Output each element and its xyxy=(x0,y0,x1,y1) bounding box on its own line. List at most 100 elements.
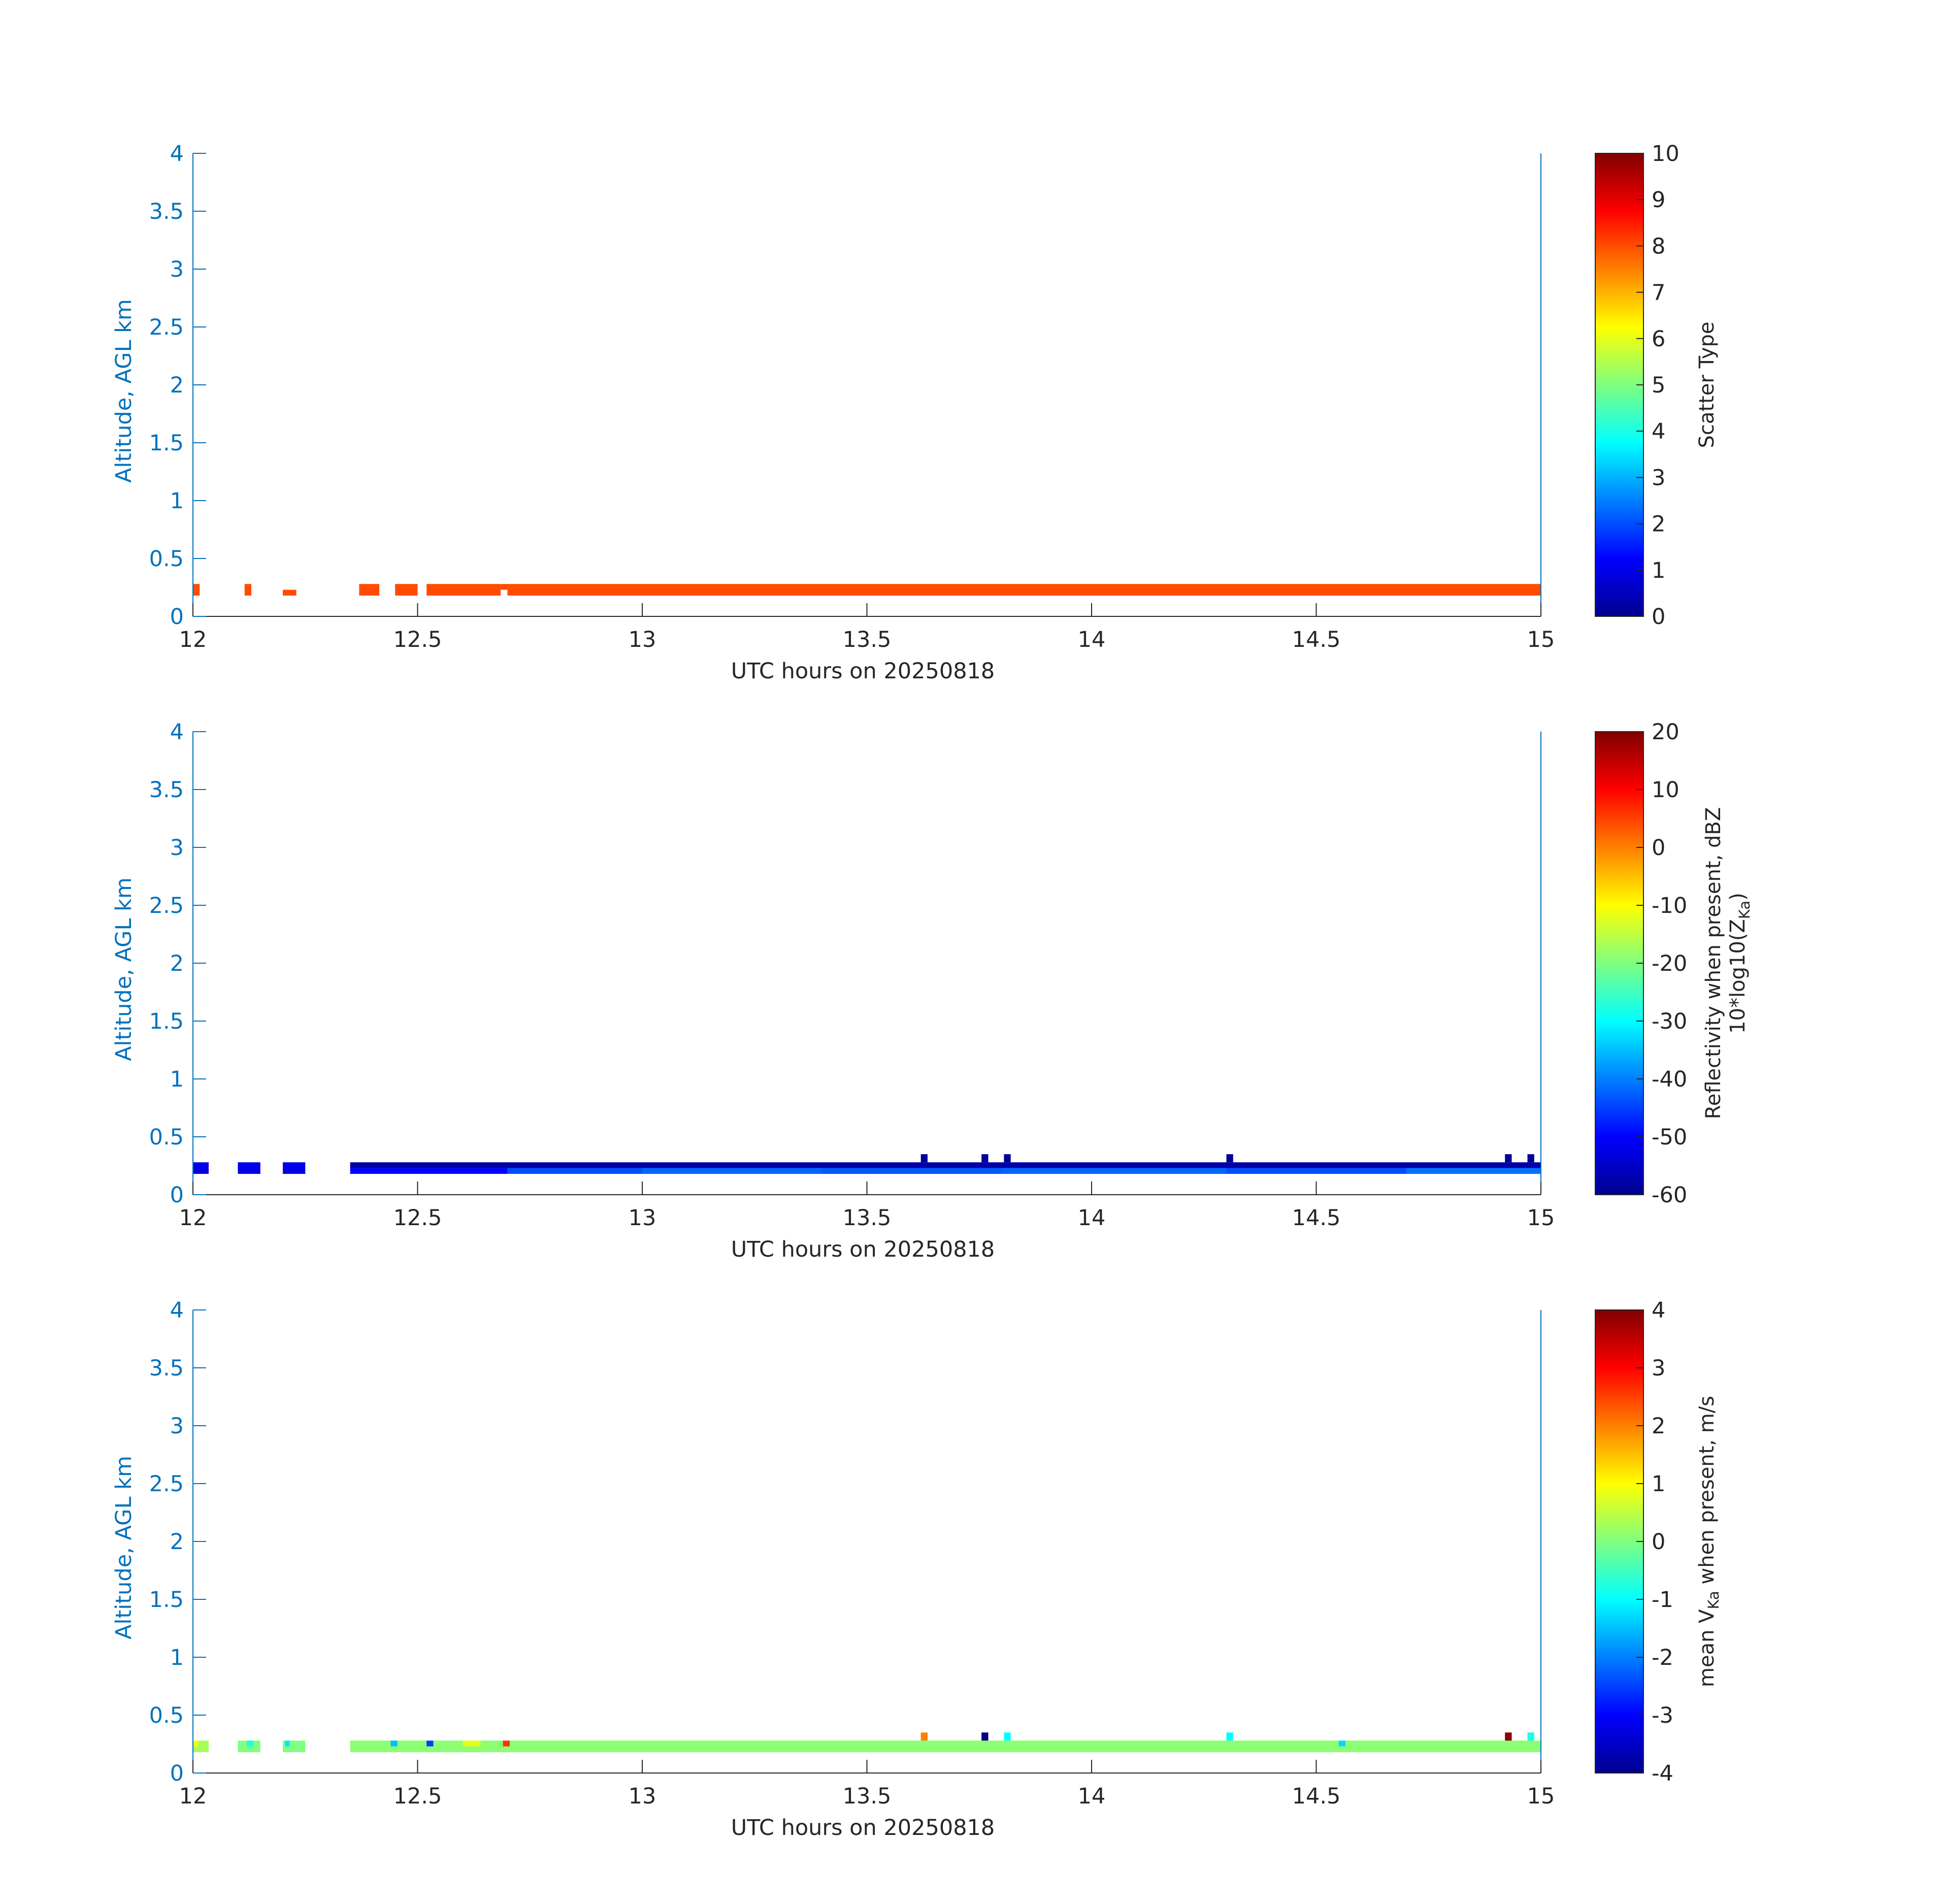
x-tick-label: 14.5 xyxy=(1292,1784,1341,1809)
colorbar-tick-label: 0 xyxy=(1652,604,1665,630)
y-tick-label: 2.5 xyxy=(149,1471,184,1497)
colorbar-tick-label: 4 xyxy=(1652,419,1665,444)
y-tick-label: 2.5 xyxy=(149,315,184,340)
heatmap-cell xyxy=(1226,1168,1406,1174)
y-tick-label: 0.5 xyxy=(149,1125,184,1150)
heatmap-cell xyxy=(1004,1732,1011,1741)
heatmap-cell xyxy=(193,1162,209,1174)
heatmap-cell xyxy=(1505,1732,1512,1741)
y-tick-label: 2 xyxy=(170,373,184,398)
colorbar-label-line2-sub: Ka xyxy=(1736,901,1753,919)
heatmap-cell xyxy=(350,1162,1541,1168)
colorbar-tick-label: -20 xyxy=(1652,951,1687,976)
heatmap-cell xyxy=(1527,1154,1534,1163)
x-tick-label: 14 xyxy=(1078,627,1106,652)
x-tick-label: 14 xyxy=(1078,1205,1106,1231)
colorbar-tick-label: -1 xyxy=(1652,1587,1673,1613)
colorbar-tick-label: -50 xyxy=(1652,1125,1687,1150)
heatmap-cell xyxy=(247,1741,254,1747)
y-tick-label: 0.5 xyxy=(149,1703,184,1728)
colorbar-tick-label: 1 xyxy=(1652,558,1665,583)
heatmap-cells xyxy=(193,1154,1541,1174)
colorbar-tick-label: 9 xyxy=(1652,187,1665,213)
x-tick-label: 13 xyxy=(629,627,656,652)
heatmap-cell xyxy=(350,1168,508,1174)
x-tick-label: 15 xyxy=(1527,1205,1555,1231)
colorbar-tick-label: 20 xyxy=(1652,719,1680,745)
colorbar-label-main: Reflectivity when present, dBZ xyxy=(1702,807,1725,1120)
x-tick-label: 12 xyxy=(179,627,207,652)
heatmap-cell xyxy=(1002,1168,1227,1174)
x-axis-label: UTC hours on 20250818 xyxy=(731,1815,995,1841)
colorbar-label-main: Scatter Type xyxy=(1695,322,1719,448)
x-tick-label: 12.5 xyxy=(393,1784,442,1809)
heatmap-cell xyxy=(359,584,380,596)
colorbar-tick-label: 10 xyxy=(1652,777,1680,803)
colorbar-tick-label: 10 xyxy=(1652,141,1680,167)
x-tick-label: 15 xyxy=(1527,627,1555,652)
heatmap-cell xyxy=(283,589,297,596)
y-axis-label: Altitude, AGL km xyxy=(111,877,137,1061)
colorbar-tick-label: 1 xyxy=(1652,1471,1665,1497)
heatmap-cell xyxy=(395,584,418,596)
y-tick-label: 1 xyxy=(170,1645,184,1670)
colorbar-tick-label: -60 xyxy=(1652,1183,1687,1208)
y-axis-label: Altitude, AGL km xyxy=(111,1456,137,1639)
heatmap-cell xyxy=(1226,1732,1233,1741)
heatmap-cell xyxy=(238,1162,260,1174)
colorbar-label-sub: Ka xyxy=(1705,1591,1722,1609)
y-tick-label: 2 xyxy=(170,1529,184,1555)
heatmap-cell xyxy=(350,1741,1541,1752)
colorbar-gradient xyxy=(1595,153,1644,617)
heatmap-cell xyxy=(193,584,200,596)
colorbar-label-tail: when present, m/s xyxy=(1695,1396,1719,1591)
colorbar-tick-label: 8 xyxy=(1652,234,1665,259)
y-axis-label: Altitude, AGL km xyxy=(111,299,137,483)
y-tick-label: 3.5 xyxy=(149,199,184,224)
y-tick-label: 2 xyxy=(170,951,184,976)
x-tick-label: 13.5 xyxy=(843,1784,892,1809)
colorbar-label-main: mean V xyxy=(1695,1609,1719,1687)
x-tick-label: 12 xyxy=(179,1205,207,1231)
x-tick-label: 13.5 xyxy=(843,627,892,652)
y-tick-label: 2.5 xyxy=(149,893,184,918)
heatmap-cell xyxy=(503,1741,510,1747)
x-tick-label: 12 xyxy=(179,1784,207,1809)
heatmap-cell xyxy=(1406,1168,1541,1174)
y-tick-label: 4 xyxy=(170,141,184,167)
heatmap-cell xyxy=(1338,1741,1346,1747)
heatmap-cells xyxy=(193,1732,1541,1752)
heatmap-cell xyxy=(193,1741,199,1747)
colorbar-label-line2-post: ) xyxy=(1726,893,1750,901)
x-tick-label: 14 xyxy=(1078,1784,1106,1809)
heatmap-cell xyxy=(642,1168,822,1174)
y-tick-label: 4 xyxy=(170,719,184,745)
heatmap-cell xyxy=(981,1154,989,1163)
heatmap-cell xyxy=(285,1741,290,1747)
x-tick-label: 13 xyxy=(629,1784,656,1809)
y-tick-label: 1 xyxy=(170,1067,184,1092)
heatmap-cell xyxy=(426,584,501,596)
heatmap-cells xyxy=(193,584,1541,596)
colorbar-tick-label: -40 xyxy=(1652,1067,1687,1092)
colorbar-tick-label: 0 xyxy=(1652,1529,1665,1555)
heatmap-cell xyxy=(283,1162,306,1174)
colorbar-tick-label: 2 xyxy=(1652,1414,1665,1439)
y-tick-label: 0 xyxy=(170,1183,184,1208)
colorbar-gradient xyxy=(1595,1309,1644,1774)
heatmap-cell xyxy=(822,1168,1002,1174)
heatmap-cell xyxy=(463,1741,481,1747)
colorbar-label: Reflectivity when present, dBZ xyxy=(1702,807,1725,1120)
y-tick-label: 3 xyxy=(170,1414,184,1439)
colorbar: -60 -50 -40 -30 -20 -10 0 10 20 Reflectivity when… xyxy=(1595,719,1753,1208)
colorbar-tick-label: 7 xyxy=(1652,280,1665,306)
y-tick-label: 3 xyxy=(170,257,184,282)
chart-panel-2: 0 0.5 1 1.5 2 2.5 3 3.5 4 12 12.5 13 13.5 14 14.5 15 UTC… xyxy=(111,719,1753,1262)
x-tick-label: 13 xyxy=(629,1205,656,1231)
colorbar-tick-label: -4 xyxy=(1652,1761,1673,1786)
heatmap-cell xyxy=(981,1732,989,1741)
heatmap-cell xyxy=(920,1154,928,1163)
heatmap-cell xyxy=(390,1741,398,1747)
